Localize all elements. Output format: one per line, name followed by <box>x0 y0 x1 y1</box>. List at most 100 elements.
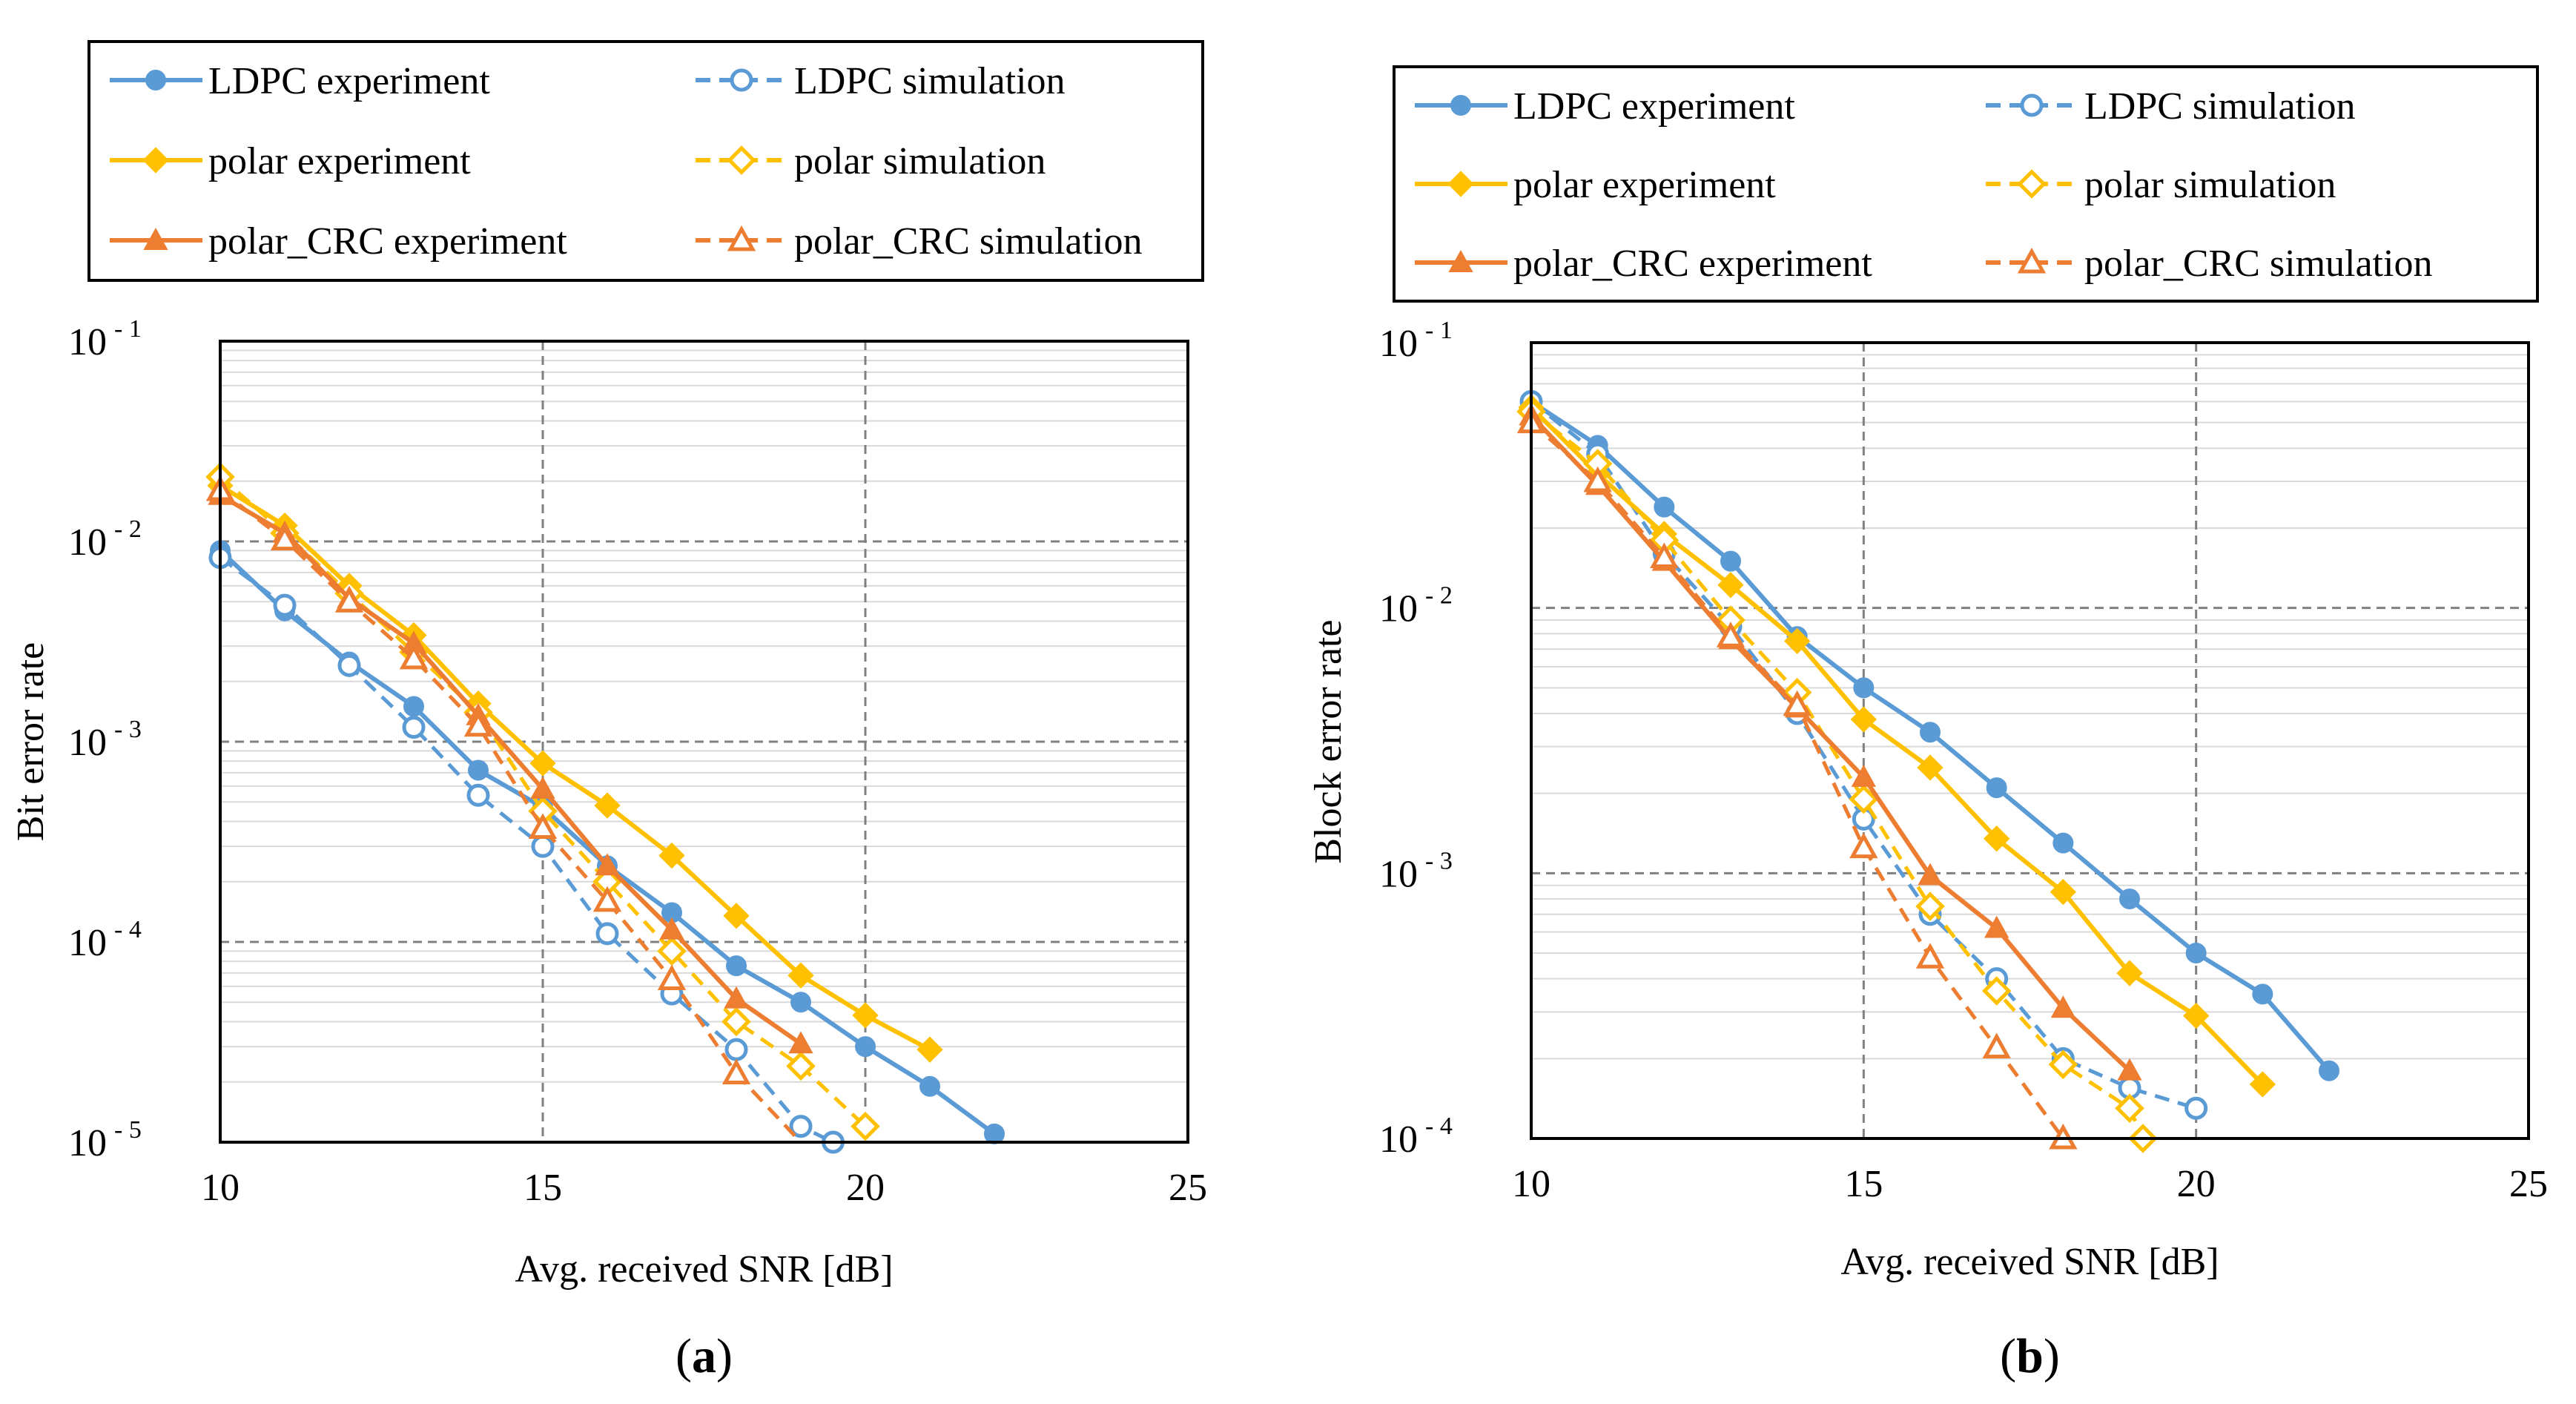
legend-label: polar_CRC experiment <box>208 220 567 263</box>
data-point <box>1583 466 1612 492</box>
x-tick-label: 25 <box>2509 1163 2548 1205</box>
x-axis-label: Avg. received SNR [dB] <box>1840 1241 2219 1283</box>
legend-label: LDPC simulation <box>2084 85 2355 128</box>
data-point <box>786 1051 816 1081</box>
legend-label: polar experiment <box>208 140 471 182</box>
data-point <box>2119 888 2140 909</box>
data-point <box>1849 784 1879 814</box>
panel-caption: (a) <box>676 1329 733 1383</box>
x-tick-label: 20 <box>846 1167 885 1209</box>
legend-item-ldpc_exp: LDPC experiment <box>1415 85 1795 128</box>
legend-swatch-marker <box>730 68 753 92</box>
data-point <box>595 853 620 876</box>
panel-caption: (b) <box>2000 1329 2060 1383</box>
legend-label: polar_CRC simulation <box>794 220 1142 263</box>
x-tick-label: 15 <box>524 1167 562 1209</box>
series-line <box>1529 406 2265 1087</box>
data-point <box>334 587 364 613</box>
series-line <box>219 493 802 1046</box>
data-point <box>657 964 687 990</box>
y-tick-label: 10- 4 <box>68 916 142 964</box>
x-tick-label: 20 <box>2177 1163 2216 1205</box>
series-crc_sim <box>1516 407 2078 1150</box>
x-tick-label: 15 <box>1844 1163 1883 1205</box>
series-line <box>219 489 802 1144</box>
data-point <box>724 986 749 1009</box>
legend-swatch-marker <box>2020 93 2044 117</box>
series-polar_exp <box>1518 394 2276 1098</box>
series-ldpc_sim <box>208 546 845 1154</box>
legend-label: LDPC experiment <box>1513 85 1795 128</box>
data-point <box>1650 542 1679 569</box>
legend-item-polar_sim: polar simulation <box>1986 164 2336 206</box>
legend-item-crc_exp: polar_CRC experiment <box>110 220 567 263</box>
data-point <box>917 1036 943 1063</box>
data-point <box>1851 764 1876 787</box>
data-point <box>723 903 750 929</box>
data-point <box>721 1058 751 1085</box>
data-point <box>403 696 424 717</box>
data-point <box>789 1115 813 1138</box>
data-point <box>855 1036 876 1058</box>
legend-swatch-marker <box>1447 171 1474 197</box>
data-point <box>1783 690 1812 716</box>
data-point <box>528 813 558 840</box>
data-point <box>1917 754 1943 781</box>
legend-swatch-marker <box>1450 95 1471 116</box>
data-point <box>721 1006 751 1037</box>
legend-item-ldpc_sim: LDPC simulation <box>1986 85 2355 128</box>
data-point <box>657 936 687 966</box>
data-point <box>592 886 622 912</box>
data-point <box>852 1002 879 1029</box>
y-tick-label: 10- 4 <box>1379 1113 1453 1161</box>
data-point <box>529 750 556 777</box>
legend-swatch-marker <box>1448 249 1473 272</box>
x-axis-label: Avg. received SNR [dB] <box>515 1248 893 1291</box>
data-point <box>1915 891 1945 921</box>
data-point <box>1984 915 2009 938</box>
legend-swatch-marker <box>727 225 756 251</box>
data-point <box>724 1038 748 1061</box>
data-point <box>1981 976 2012 1006</box>
data-point <box>2117 1058 2142 1081</box>
y-tick-label: 10- 5 <box>68 1116 142 1164</box>
data-point <box>1717 572 1744 599</box>
legend-label: polar simulation <box>2084 164 2336 206</box>
legend-item-ldpc_exp: LDPC experiment <box>110 60 490 102</box>
data-point <box>273 593 297 617</box>
data-point <box>594 792 621 819</box>
data-point <box>468 759 489 781</box>
plot-frame <box>1530 341 2530 1140</box>
data-point <box>1982 1032 2011 1058</box>
chart-b: 10 15 20 25 10- 1 10- 2 10- 3 10- 4 Avg. receive… <box>1307 65 2548 1383</box>
series-crc_exp <box>208 482 813 1054</box>
legend-swatch-marker <box>727 145 756 175</box>
data-point <box>466 783 490 807</box>
data-point <box>2116 960 2143 986</box>
data-point <box>2252 983 2273 1005</box>
series-ldpc_exp <box>210 540 1005 1144</box>
legend-item-crc_exp: polar_CRC experiment <box>1415 243 1872 285</box>
data-point <box>2048 1049 2078 1080</box>
legend-swatch-marker <box>143 227 168 250</box>
data-point <box>1720 550 1741 572</box>
data-point <box>402 716 426 739</box>
plot-frame <box>219 340 1189 1144</box>
y-tick-label: 10- 3 <box>68 716 142 764</box>
data-point <box>726 955 747 977</box>
data-point <box>530 776 555 799</box>
series-line <box>1529 414 2132 1072</box>
data-point <box>1920 722 1941 743</box>
legend-frame <box>87 40 1204 282</box>
data-point <box>2115 1093 2144 1124</box>
chart-a: 10 15 20 25 10- 1 10- 2 10- 3 10- 4 10- 5 Avg. re… <box>10 40 1207 1383</box>
data-point <box>787 962 814 989</box>
data-point <box>1984 825 2010 852</box>
data-point <box>2183 1002 2210 1029</box>
data-point <box>531 834 555 858</box>
data-point <box>1849 832 1878 859</box>
data-point <box>1853 677 1875 699</box>
legend-item-polar_exp: polar experiment <box>110 140 471 182</box>
y-tick-label: 10- 1 <box>68 315 142 363</box>
